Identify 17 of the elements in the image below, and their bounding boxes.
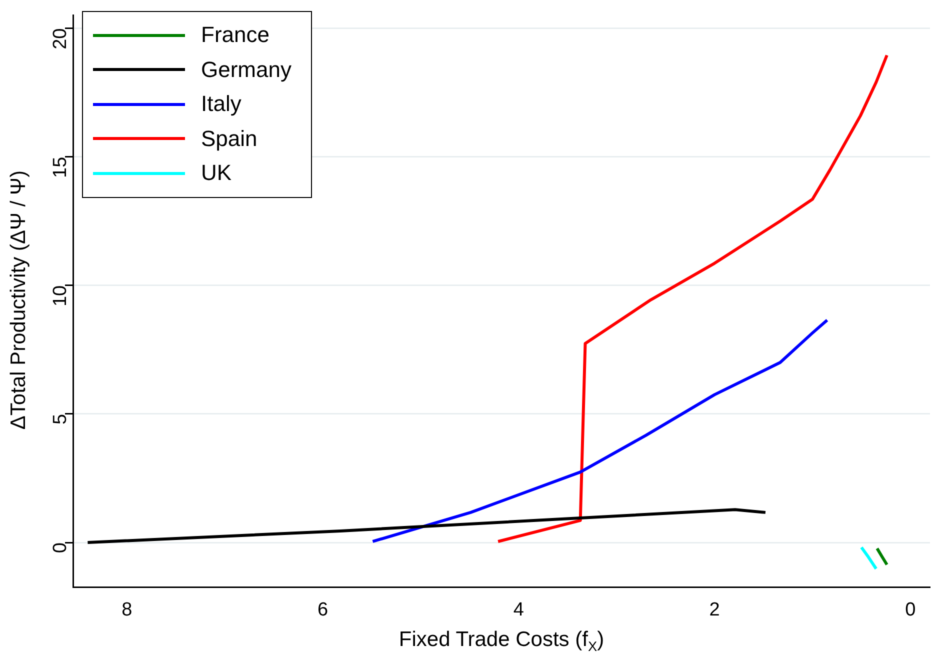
y-axis-title: ΔTotal Productivity (ΔΨ / Ψ): [7, 170, 31, 430]
y-tick-label: 20: [50, 28, 72, 50]
x-tick-label: 4: [513, 600, 524, 621]
x-axis-title: Fixed Trade Costs (f$_{X}$): [398, 628, 606, 654]
y-tick-label: 0: [50, 542, 72, 554]
legend-label: UK: [201, 160, 232, 186]
legend-label: Italy: [201, 91, 242, 118]
x-tick-label: 0: [905, 600, 916, 621]
y-tick-label: 15: [50, 156, 72, 178]
x-tick-label: 8: [122, 600, 132, 621]
legend-label: Spain: [201, 126, 258, 152]
legend-label: France: [201, 22, 270, 48]
x-tick-label: 6: [317, 600, 328, 621]
y-tick-label: 5: [50, 414, 72, 425]
legend-label: Germany: [201, 56, 292, 83]
x-tick-label: 2: [709, 600, 720, 621]
y-tick-label: 10: [50, 285, 72, 307]
